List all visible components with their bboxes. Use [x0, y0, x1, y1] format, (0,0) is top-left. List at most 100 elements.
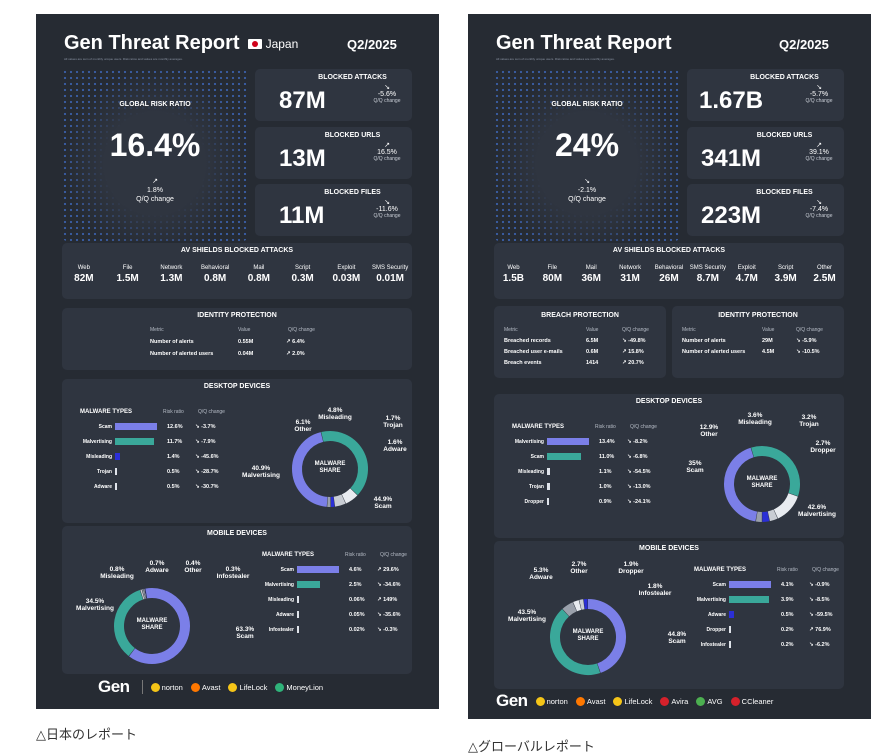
- donut-label-name: Infostealer: [638, 590, 672, 597]
- metric-change: ↘ -5.9%: [796, 338, 817, 344]
- donut-label-name: Scam: [668, 638, 686, 645]
- qq-change: ↘ -28.7%: [195, 469, 219, 475]
- av-shield-value: 2.5M: [813, 273, 836, 284]
- trend-down-icon: ↘: [384, 84, 390, 91]
- metric-change: ↗ 15.8%: [622, 349, 644, 355]
- qq-change: ↘ -30.7%: [195, 484, 219, 490]
- qq-change: ↘ -54.5%: [627, 469, 651, 475]
- risk-ratio: 12.6%: [167, 424, 183, 430]
- donut-label: 34.5% Malvertising: [72, 598, 118, 612]
- risk-ratio-label: GLOBAL RISK RATIO: [551, 101, 623, 108]
- qq-change: ↘ -3.7%: [195, 424, 216, 430]
- donut-label-pct: 43.5%: [517, 609, 537, 616]
- donut-label-name: Scam: [686, 467, 704, 474]
- av-shield-value: 1.5B: [502, 273, 524, 284]
- risk-ratio: 4.6%: [349, 567, 362, 573]
- risk-ratio: 0.5%: [781, 612, 794, 618]
- blocked-attacks-card: BLOCKED ATTACKS 87M ↘ -5.6% Q/Q change: [255, 69, 412, 121]
- donut-segment-other: [773, 492, 798, 519]
- av-shield-name: File: [547, 265, 558, 271]
- malware-name: Adware: [707, 612, 726, 618]
- av-shield-name: Script: [294, 265, 311, 271]
- donut-chart: [550, 599, 626, 675]
- risk-ratio: 0.05%: [349, 612, 365, 618]
- donut-label-pct: 34.5%: [85, 598, 105, 605]
- donut-label-pct: 44.8%: [667, 631, 687, 638]
- av-shields-card: AV SHIELDS BLOCKED ATTACKS Web 1.5B File 80…: [494, 243, 844, 299]
- trend-down-icon: ↘: [816, 199, 822, 206]
- av-shield-name: Behavioral: [200, 265, 230, 271]
- japan-report: Gen Threat Report Japan Q2/2025 All value…: [36, 14, 439, 709]
- av-shield-value: 1.3M: [160, 273, 183, 284]
- malware-name: Trojan: [96, 469, 112, 475]
- donut-label-name: Other: [700, 431, 718, 438]
- risk-bar: [729, 641, 731, 648]
- risk-bar: [115, 423, 157, 430]
- av-shield-item: Exploit 4.7M: [727, 259, 766, 284]
- column-header: Q/Q change: [380, 552, 407, 558]
- donut-label: 1.6% Adware: [372, 439, 418, 453]
- donut-segment-other: [341, 488, 358, 504]
- av-shields-card: AV SHIELDS BLOCKED ATTACKS Web 82M File 1.5…: [62, 243, 412, 299]
- trend-down-icon: ↘: [816, 84, 822, 91]
- metric-value: 6.5M: [586, 338, 599, 344]
- donut-chart: [724, 446, 800, 522]
- av-shield-item: Other 2.5M: [805, 259, 844, 284]
- avast-logo: Avast: [575, 696, 605, 706]
- donut-label: 12.9% Other: [686, 424, 732, 438]
- donut-chart: [114, 588, 190, 664]
- blocked-urls-card: BLOCKED URLS 341M ↗ 39.1% Q/Q change: [687, 127, 844, 179]
- risk-bar: [547, 468, 551, 475]
- donut-label-name: Other: [570, 568, 588, 575]
- qq-change: ↘ -13.0%: [627, 484, 651, 490]
- metric-name: Number of alerted users: [682, 349, 746, 355]
- donut-label: 6.1% Other: [280, 419, 326, 433]
- donut-segment-trojan: [762, 511, 770, 522]
- donut-label-name: Scam: [374, 503, 392, 510]
- av-shield-name: Network: [160, 265, 183, 271]
- av-shield-name: SMS Security: [689, 265, 727, 271]
- av-shield-value: 26M: [659, 273, 679, 284]
- av-shield-name: Exploit: [737, 265, 756, 271]
- avg-logo: AVG: [696, 696, 723, 706]
- malware-name: Scam: [280, 567, 294, 573]
- report-subtitle: All values are sum of monthly unique use…: [496, 57, 615, 61]
- risk-bar: [297, 566, 339, 573]
- qq-change: ↘ -8.5%: [809, 597, 830, 603]
- blocked-attacks-card: BLOCKED ATTACKS 1.67B ↘ -5.7% Q/Q change: [687, 69, 844, 121]
- qq-change: ↘ -45.6%: [195, 454, 219, 460]
- donut-segment-scam: [587, 599, 626, 673]
- breach-protection-card: BREACH PROTECTION Metric Value Q/Q chang…: [494, 306, 666, 378]
- japan-caption: △日本のレポート: [36, 727, 137, 742]
- av-shield-item: File 1.5M: [106, 259, 150, 284]
- risk-ratio: 3.9%: [781, 597, 794, 603]
- av-shield-item: SMS Security 8.7M: [688, 259, 727, 284]
- donut-label: 0.8% Misleading: [94, 566, 140, 580]
- risk-bar: [115, 438, 154, 445]
- donut-label-pct: 42.6%: [807, 504, 827, 511]
- av-shield-value: 0.8M: [204, 273, 227, 284]
- donut-label-name: Adware: [383, 446, 407, 453]
- donut-label: 1.7% Trojan: [370, 415, 416, 429]
- donut-label-name: Malvertising: [508, 616, 546, 623]
- risk-ratio: 0.2%: [781, 627, 794, 633]
- donut-label: 1.8% Infostealer: [632, 583, 678, 597]
- av-shield-item: Web 1.5B: [494, 259, 533, 284]
- metric-change: ↘ -49.8%: [622, 338, 646, 344]
- risk-ratio-value: 24%: [554, 127, 620, 163]
- av-shield-name: Web: [77, 265, 90, 271]
- av-shield-name: SMS Security: [371, 265, 409, 271]
- column-header: MALWARE TYPES: [80, 409, 133, 415]
- malware-name: Infostealer: [700, 642, 726, 648]
- donut-center-label: MALWARE SHARE: [314, 461, 346, 474]
- malware-name: Misleading: [86, 454, 112, 460]
- av-shield-item: Behavioral 26M: [650, 259, 689, 284]
- avast-logo: Avast: [190, 682, 220, 692]
- risk-ratio-label: GLOBAL RISK RATIO: [119, 101, 191, 108]
- donut-label-name: Adware: [529, 574, 553, 581]
- metric-value: 29M: [762, 338, 773, 344]
- metric-change: ↘ -10.5%: [796, 349, 820, 355]
- malware-name: Trojan: [528, 484, 544, 490]
- risk-ratio: 2.5%: [349, 582, 362, 588]
- risk-ratio-change: ↗ 1.8% Q/Q change: [62, 177, 248, 204]
